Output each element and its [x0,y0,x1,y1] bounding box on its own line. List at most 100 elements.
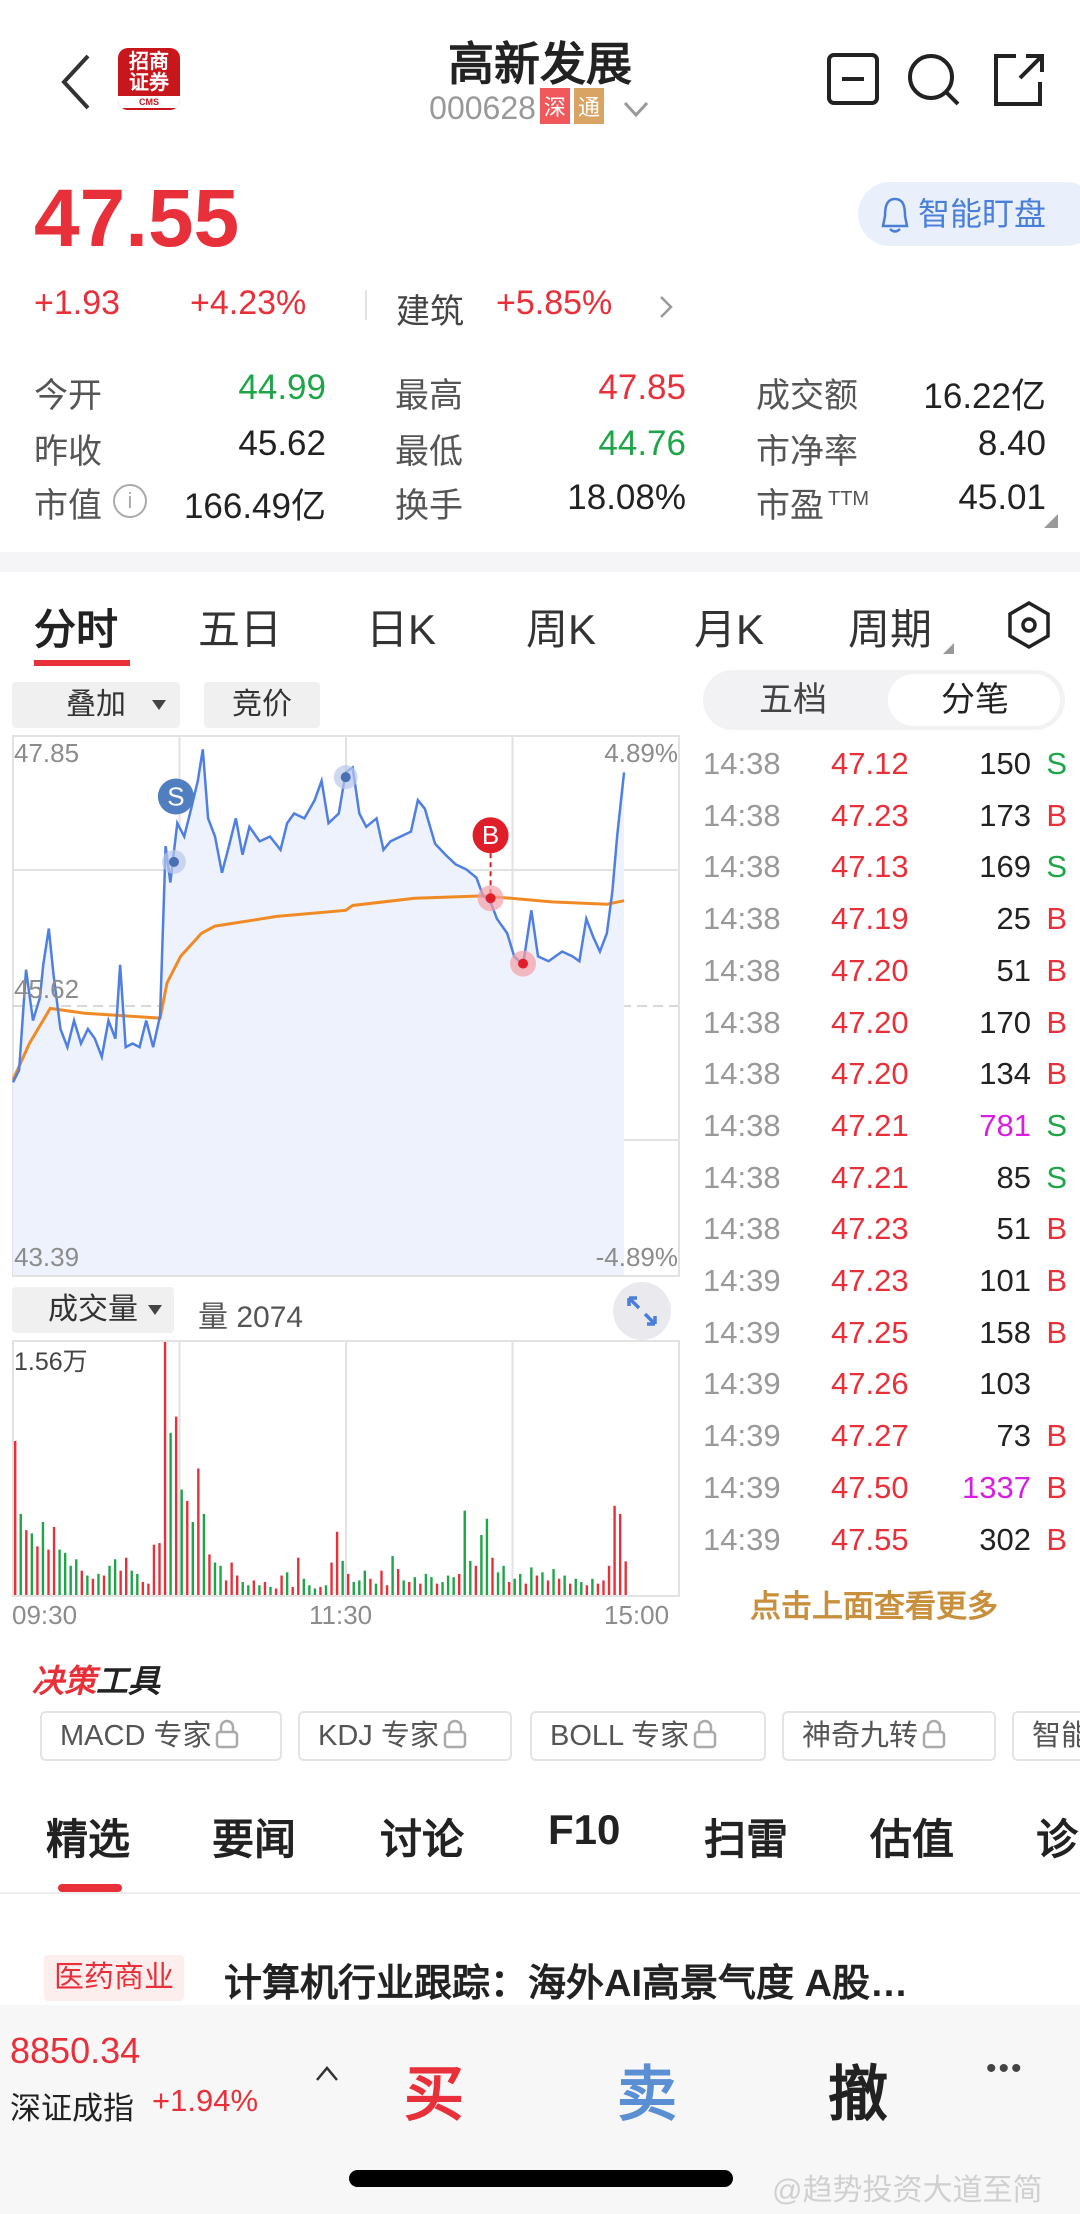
smart-watch-button[interactable]: 智能盯盘 [858,182,1080,246]
trade-side: B [1046,1418,1067,1454]
search-icon [908,54,960,106]
volume-bar [569,1583,572,1595]
search-button[interactable] [906,52,960,106]
expand-corner-icon[interactable] [1044,514,1058,528]
news-tab-6[interactable]: 诊 [1036,1816,1079,1863]
tab-order-book[interactable]: 五档 [759,681,827,719]
y-label-top-pct: 4.89% [604,738,678,768]
trade-time: 14:39 [703,1469,781,1505]
volume-bar [463,1510,466,1595]
buy-button[interactable]: 买 [404,2061,464,2128]
tool-chip-4[interactable]: 智能 [1012,1711,1080,1761]
home-indicator [349,2170,733,2187]
red-point-marker [518,958,529,969]
fullscreen-button[interactable] [613,1282,671,1340]
volume-bar [302,1578,305,1595]
volume-bar [113,1559,117,1595]
market-badge: 深 [539,88,570,124]
stock-code-row[interactable]: 000628 深通 [0,88,1080,127]
blue-point-marker [168,856,179,867]
trade-side: B [1046,1056,1067,1092]
trade-volume: 170 [979,1004,1031,1040]
tool-chip-2[interactable]: BOLL 专家 [530,1711,766,1761]
stat-value: 16.22亿 [923,377,1046,416]
news-tab-4[interactable]: 扫雷 [704,1816,789,1863]
trade-row: 14:38 47.20 134 B [703,1048,1067,1100]
back-button[interactable] [56,52,96,112]
trade-row: 14:38 47.12 150 S [703,738,1067,790]
tool-label: MACD 专家 [60,1720,212,1752]
side-panel-toggle: 五档 分笔 [703,670,1065,730]
sell-button[interactable]: 卖 [617,2061,677,2128]
trade-side: S [1046,1159,1067,1195]
stat-label: 昨收 [34,433,102,471]
volume-value: 量 2074 [198,1301,304,1334]
index-value[interactable]: 8850.34 [10,2030,141,2071]
tab-5[interactable]: 周期 [848,606,933,653]
indicator-dropdown[interactable]: 成交量 [12,1287,174,1333]
news-tab-1[interactable]: 要闻 [212,1816,297,1863]
trade-volume: 51 [996,952,1031,988]
tab-3[interactable]: 周K [526,606,597,653]
volume-chart[interactable] [12,1340,680,1598]
trade-side: B [1046,1211,1067,1247]
volume-bar [441,1582,444,1595]
trade-row: 14:38 47.19 25 B [703,893,1067,945]
trade-volume: 1337 [962,1469,1031,1505]
tool-chip-1[interactable]: KDJ 专家 [298,1711,512,1761]
trade-price: 47.19 [831,901,909,937]
volume-bar [430,1577,433,1595]
bell-icon [881,197,909,233]
trade-price: 47.21 [831,1107,909,1143]
tool-chip-3[interactable]: 神奇九转 [782,1711,996,1761]
tab-tick-trades[interactable]: 分笔 [941,681,1009,719]
buy-signal-label: B [482,820,499,850]
tab-0[interactable]: 分时 [34,606,119,653]
volume-bar [174,1416,178,1595]
tab-1[interactable]: 五日 [198,606,283,653]
volume-bar [319,1586,322,1595]
tab-4[interactable]: 月K [694,606,765,653]
trade-volume: 302 [979,1521,1031,1557]
news-headline[interactable]: 计算机行业跟踪：海外AI高景气度 A股… [224,1963,909,2005]
minimize-button[interactable] [826,52,880,106]
volume-bar [513,1578,516,1595]
tool-chip-0[interactable]: MACD 专家 [40,1711,282,1761]
intraday-price-chart[interactable]: SB [12,735,680,1277]
news-tab-0[interactable]: 精选 [46,1816,131,1863]
news-tab-3[interactable]: F10 [548,1806,621,1853]
chevron-up-icon[interactable] [314,2064,340,2082]
share-button[interactable] [990,52,1044,106]
y-label-top: 47.85 [14,738,80,768]
auction-button[interactable]: 竞价 [204,682,320,728]
stat-label: 市净率 [756,433,858,471]
volume-bar [541,1572,544,1595]
index-name[interactable]: 深证成指 [10,2091,134,2126]
trade-time: 14:39 [703,1418,781,1454]
period-corner-icon [943,643,954,654]
cancel-order-button[interactable]: 撤 [828,2061,888,2128]
trade-row: 14:38 47.20 51 B [703,945,1067,997]
tab-2[interactable]: 日K [366,606,437,653]
news-tab-2[interactable]: 讨论 [380,1816,465,1863]
chart-settings-button[interactable] [1004,600,1054,655]
volume-bar [496,1572,500,1595]
minus-box-icon [827,53,879,105]
trade-side: B [1046,797,1067,833]
info-icon[interactable]: i [113,484,147,518]
trade-time: 14:38 [703,1004,781,1040]
sector-link[interactable]: 建筑 +5.85% [396,278,686,331]
volume-bar [19,1513,22,1595]
volume-bar [324,1585,328,1595]
volume-bar [347,1573,350,1595]
stat-label: 换手 [395,487,463,525]
volume-bar [458,1573,461,1595]
index-change: +1.94% [152,2083,259,2118]
news-tab-5[interactable]: 估值 [870,1816,955,1863]
more-button[interactable]: ••• [986,2052,1024,2085]
view-more-link[interactable]: 点击上面查看更多 [750,1589,998,1624]
dropdown-arrow-icon [152,700,166,710]
overlay-dropdown[interactable]: 叠加 [12,682,180,728]
volume-bar [624,1561,627,1595]
volume-bar [202,1513,206,1595]
